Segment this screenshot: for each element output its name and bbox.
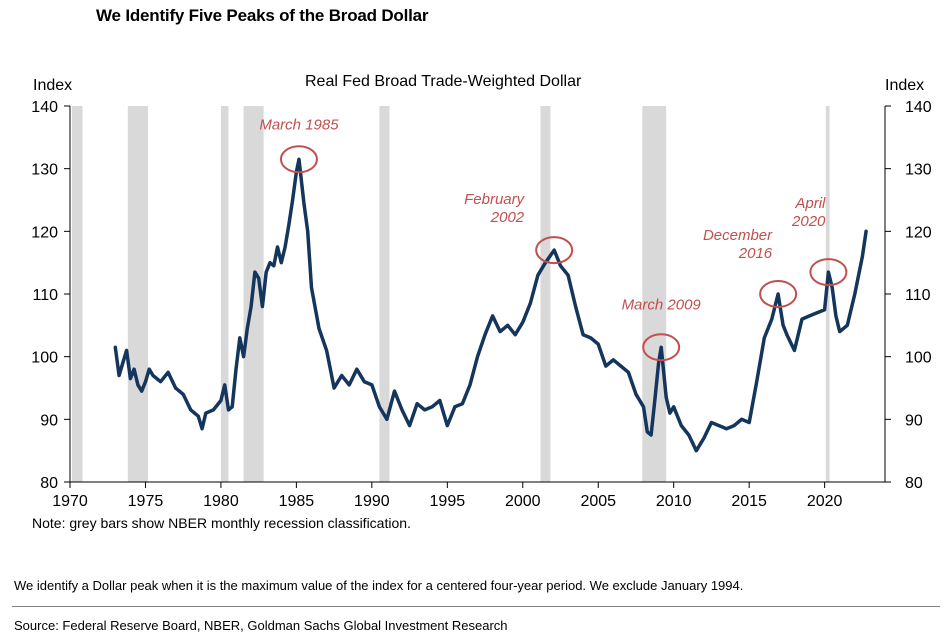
y-tick-label-left: 90 [40, 412, 58, 429]
y-tick-label-right: 100 [905, 350, 932, 367]
y-tick-label-left: 100 [31, 350, 58, 367]
y-tick-label-right: 110 [905, 287, 931, 304]
y-tick-label-right: 140 [905, 99, 932, 116]
peak-marker [642, 333, 681, 362]
recession-bar [642, 106, 667, 482]
peak-marker [759, 280, 798, 308]
x-tick-label: 2020 [807, 493, 843, 510]
y-tick-label-right: 130 [905, 162, 932, 179]
x-tick-label: 1980 [203, 493, 239, 510]
y-tick-label-right: 80 [905, 475, 923, 492]
y-tick-label-left: 80 [40, 475, 58, 492]
series-layer [113, 157, 868, 453]
peak-label: April 2020 [791, 195, 826, 230]
chart-note: Note: grey bars show NBER monthly recess… [32, 515, 411, 531]
divider [12, 606, 940, 607]
page-title: We Identify Five Peaks of the Broad Doll… [96, 6, 429, 25]
annotations: March 1985 February 2002 March 2009 December… [259, 116, 848, 362]
x-tick-label: 1985 [279, 493, 315, 510]
x-tick-label: 1970 [52, 493, 88, 510]
recession-bar [72, 106, 83, 482]
peak-label: December 2016 [703, 227, 773, 262]
peak-marker [279, 145, 318, 174]
x-tick-label: 2015 [731, 493, 767, 510]
description: We identify a Dollar peak when it is the… [14, 578, 744, 593]
y-axis-label-left: Index [33, 77, 72, 94]
peak-label: March 1985 [259, 116, 339, 133]
recession-bars [72, 106, 830, 482]
y-axis-label-right: Index [885, 77, 924, 94]
peak-marker [535, 236, 574, 265]
recession-bar [540, 106, 551, 482]
ticks: 80 80 90 90 100 100 110 110 120 120 130 130 140 140 19… [31, 99, 932, 510]
peak-marker [809, 258, 848, 287]
recession-bar [379, 106, 390, 482]
x-tick-label: 2005 [580, 493, 616, 510]
peak-label: February 2002 [464, 191, 526, 226]
axes [69, 106, 886, 483]
y-tick-label-right: 120 [905, 224, 932, 241]
chart: 80 80 90 90 100 100 110 110 120 120 130 130 140 140 19… [31, 73, 932, 531]
series-line [113, 157, 868, 453]
y-tick-label-right: 90 [905, 412, 923, 429]
y-tick-label-left: 120 [31, 224, 58, 241]
x-tick-label: 1975 [128, 493, 164, 510]
y-tick-label-left: 140 [31, 99, 58, 116]
recession-bar [127, 106, 149, 482]
x-tick-label: 2000 [505, 493, 541, 510]
recession-bar [220, 106, 229, 482]
x-tick-label: 1990 [354, 493, 390, 510]
x-tick-label: 2010 [656, 493, 692, 510]
peak-label: March 2009 [622, 296, 702, 313]
source-text: Source: Federal Reserve Board, NBER, Gol… [14, 618, 508, 633]
chart-title: Real Fed Broad Trade-Weighted Dollar [305, 73, 582, 90]
y-tick-label-left: 130 [31, 162, 58, 179]
y-tick-label-left: 110 [32, 287, 58, 304]
x-tick-label: 1995 [430, 493, 466, 510]
